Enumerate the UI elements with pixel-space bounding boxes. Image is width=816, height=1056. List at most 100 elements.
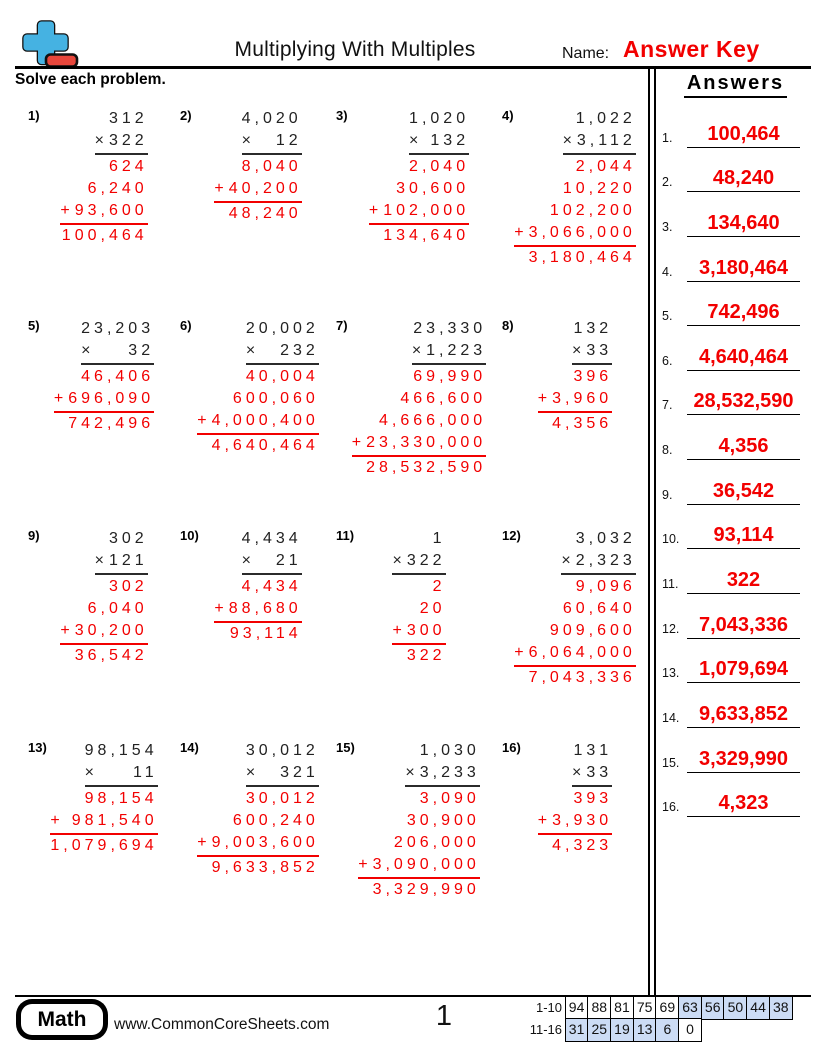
problem-steps: 4,434 +88,680 93,114: [214, 576, 302, 645]
partial-product-row: +93,600: [60, 200, 148, 225]
multiply-sign-icon: ×: [572, 342, 582, 359]
problem-steps: 69,990 466,600 4,666,000 +23,330,000 28,532,…: [351, 366, 487, 479]
answer-number: 3.: [662, 219, 673, 234]
answer-value: 4,323: [687, 793, 800, 818]
score-row: 1-10 94 88 81 75 69 63 56 50 44 38: [518, 996, 793, 1020]
problem-number: 2): [180, 108, 192, 123]
score-table: 1-10 94 88 81 75 69 63 56 50 44 38 11-16 31 25 19 13 6 0: [518, 996, 793, 1042]
partial-product: 2: [432, 578, 446, 595]
partial-product: 102,200: [549, 202, 636, 219]
score-cell: 75: [632, 996, 657, 1020]
multiplier: 21: [275, 552, 302, 569]
plus-sign-icon: +: [358, 856, 368, 873]
problem-number: 8): [502, 318, 514, 333]
score-cell: 38: [768, 996, 793, 1020]
answer-value: 100,464: [687, 123, 800, 148]
partial-product: 6,040: [87, 600, 148, 617]
math-badge: Math: [16, 999, 108, 1040]
partial-product: 93,600: [74, 202, 148, 219]
partial-product: 4,000,400: [211, 412, 319, 429]
website-text: www.CommonCoreSheets.com: [114, 1016, 330, 1033]
partial-product-row: +9,003,600: [197, 832, 319, 857]
answers-divider-line: [648, 68, 656, 995]
header-divider-line: [15, 66, 811, 69]
product: 93,114: [229, 625, 302, 642]
problem-setup: 30,012 × 321: [245, 740, 319, 787]
answer-value: 742,496: [687, 302, 800, 327]
answer-item: 10. 93,114: [662, 505, 800, 550]
answer-number: 1.: [662, 130, 673, 145]
partial-product: 600,240: [232, 812, 319, 829]
multiplier-row: × 232: [246, 340, 319, 362]
problem-work: 132 × 33 396 +3,960 4,356: [537, 316, 613, 435]
problem-cell: 4) 1,022 × 3,112 2,044 10,220 102,200 +3,066,00…: [502, 106, 648, 316]
problem-work: 4,020 × 12 8,040 +40,200 48,240: [214, 106, 302, 225]
problem-work: 23,330 × 1,223 69,990 466,600 4,666,000 +23,33…: [351, 316, 487, 479]
problem-steps: 302 6,040 +30,200 36,542: [60, 576, 148, 667]
multiplicand: 1,030: [419, 742, 480, 759]
multiplier-row: × 3,112: [563, 130, 636, 152]
partial-product: 98,154: [84, 790, 158, 807]
answer-number: 6.: [662, 353, 673, 368]
multiply-sign-icon: ×: [562, 132, 572, 149]
partial-product: 3,066,000: [528, 224, 636, 241]
plus-sign-icon: +: [537, 390, 548, 407]
problem-setup: 132 × 33: [572, 318, 613, 365]
partial-product: 60,640: [562, 600, 636, 617]
multiplier-row: × 132: [409, 130, 469, 152]
partial-product: 3,090: [419, 790, 480, 807]
problem-cell: 2) 4,020 × 12 8,040 +40,200 48,240: [180, 106, 336, 316]
multiply-sign-icon: ×: [392, 552, 402, 569]
problem-work: 1,022 × 3,112 2,044 10,220 102,200 +3,066,000 3…: [514, 106, 636, 269]
problem-cell: 1) 312 × 322 624 6,240 +93,600 100,464: [28, 106, 180, 316]
problem-cell: 16) 131 × 33 393 +3,930 4,323: [502, 738, 648, 901]
answer-value: 93,114: [687, 525, 800, 550]
plus-sign-icon: +: [50, 812, 60, 829]
problem-steps: 40,004 600,060 +4,000,400 4,640,464: [197, 366, 319, 457]
partial-product: 393: [573, 790, 613, 807]
partial-product: 909,600: [549, 622, 636, 639]
multiplicand: 4,434: [241, 530, 302, 547]
partial-product: 2,040: [409, 158, 470, 175]
multiplier-row: × 12: [242, 130, 302, 152]
problem-setup: 1,030 × 3,233: [405, 740, 480, 787]
problem-setup: 98,154 × 11: [84, 740, 158, 787]
multiplier: 1,223: [426, 342, 487, 359]
answer-number: 15.: [662, 755, 680, 770]
partial-product: 46,406: [81, 368, 155, 385]
multiplier: 121: [108, 552, 148, 569]
problem-cell: 8) 132 × 33 396 +3,960 4,356: [502, 316, 648, 526]
plus-sign-icon: +: [197, 412, 207, 429]
multiplier: 3,233: [419, 764, 480, 781]
plus-minus-logo-icon: [22, 20, 80, 73]
answer-value: 134,640: [687, 212, 800, 237]
partial-product-row: +4,000,400: [197, 410, 319, 435]
score-cell: 56: [700, 996, 725, 1020]
plus-sign-icon: +: [537, 812, 548, 829]
answer-item: 14. 9,633,852: [662, 683, 800, 728]
partial-product-row: +102,000: [368, 200, 470, 225]
multiplier-row: × 32: [81, 340, 154, 362]
plus-sign-icon: +: [60, 622, 70, 639]
problem-cell: 10) 4,434 × 21 4,434 +88,680 93,114: [180, 526, 336, 738]
page-title: Multiplying With Multiples: [234, 38, 476, 61]
problem-setup: 23,330 × 1,223: [411, 318, 487, 365]
multiply-sign-icon: ×: [572, 764, 582, 781]
multiplicand: 23,203: [81, 320, 155, 337]
partial-product-row: +3,960: [537, 388, 613, 413]
plus-sign-icon: +: [197, 834, 207, 851]
partial-product-row: +3,090,000: [358, 854, 480, 879]
plus-sign-icon: +: [514, 644, 524, 661]
product: 4,640,464: [211, 437, 319, 454]
answer-item: 9. 36,542: [662, 460, 800, 505]
answer-value: 36,542: [687, 480, 800, 505]
multiplier: 321: [280, 764, 319, 781]
product: 742,496: [68, 415, 155, 432]
multiplier: 3,112: [576, 132, 636, 149]
product: 4,356: [552, 415, 613, 432]
problem-number: 16): [502, 740, 521, 755]
problem-steps: 8,040 +40,200 48,240: [214, 156, 302, 225]
multiplier: 12: [275, 132, 302, 149]
partial-product: 624: [108, 158, 148, 175]
partial-product-row: +981,540: [50, 810, 158, 835]
